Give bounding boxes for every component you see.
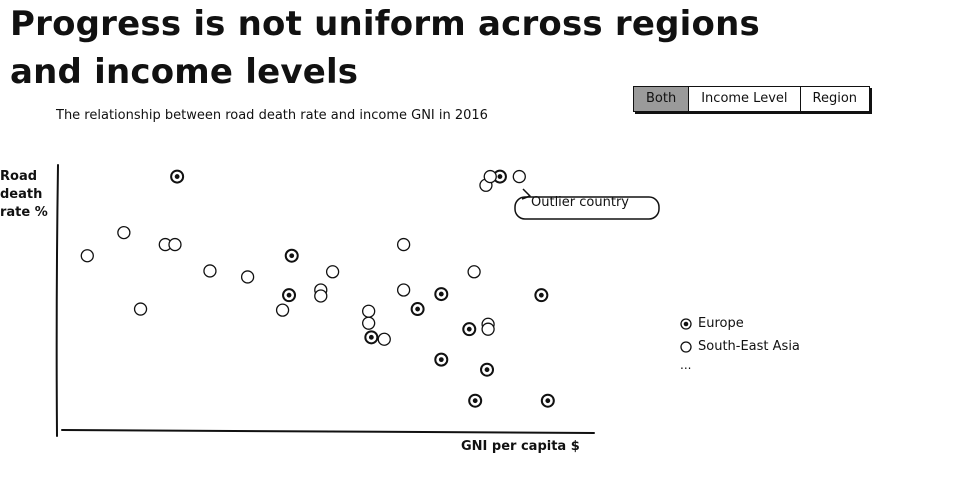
data-point-south-east-asia[interactable] [481, 322, 495, 336]
data-point-south-east-asia[interactable] [240, 270, 255, 284]
data-point-south-east-asia[interactable] [133, 302, 148, 316]
data-point-south-east-asia[interactable] [483, 169, 497, 184]
outlier-callout-bubble [514, 196, 660, 220]
data-point-south-east-asia[interactable] [314, 289, 328, 303]
toggle-region-button[interactable]: Region [800, 87, 870, 111]
data-point-europe[interactable] [282, 288, 297, 303]
data-point-europe[interactable] [434, 287, 449, 302]
data-point-south-east-asia[interactable] [203, 264, 217, 278]
data-point-europe[interactable] [480, 362, 495, 377]
toggle-both-button[interactable]: Both [634, 87, 690, 111]
data-point-europe[interactable] [284, 248, 299, 263]
legend-item-europe[interactable]: Europe [680, 312, 800, 335]
data-point-europe[interactable] [468, 393, 483, 408]
legend: Europe South-East Asia ... [680, 312, 800, 372]
data-point-europe[interactable] [540, 393, 555, 408]
outlier-callout-text: Outlier country [531, 195, 629, 210]
dotted-circle-icon [680, 317, 692, 330]
legend-more: ... [680, 358, 692, 372]
data-point-europe[interactable] [364, 330, 379, 345]
data-point-europe[interactable] [170, 169, 185, 184]
callout-pointer [521, 188, 531, 200]
data-point-europe[interactable] [410, 302, 425, 317]
data-point-south-east-asia[interactable] [512, 169, 526, 184]
x-axis-label: GNI per capita $ [461, 439, 580, 454]
headline: Progress is not uniform across regions a… [10, 4, 760, 92]
data-point-south-east-asia[interactable] [168, 237, 182, 252]
legend-item-south-east-asia[interactable]: South-East Asia [680, 335, 800, 358]
view-toggle: Both Income Level Region [633, 86, 871, 112]
data-point-south-east-asia[interactable] [396, 237, 411, 252]
data-point-south-east-asia[interactable] [117, 225, 131, 240]
legend-label: Europe [698, 316, 744, 331]
data-point-south-east-asia[interactable] [396, 283, 411, 297]
data-point-south-east-asia[interactable] [362, 316, 376, 330]
hollow-circle-icon [680, 340, 692, 353]
y-axis-label: Road death rate % [0, 169, 48, 220]
data-point-south-east-asia[interactable] [377, 332, 391, 346]
chart-title: The relationship between road death rate… [56, 108, 488, 123]
data-point-south-east-asia[interactable] [467, 265, 481, 279]
x-axis-line [61, 429, 595, 434]
data-point-europe[interactable] [534, 288, 549, 303]
data-point-south-east-asia[interactable] [275, 303, 290, 317]
data-point-south-east-asia[interactable] [325, 265, 340, 279]
y-axis-line [55, 164, 59, 437]
legend-label: South-East Asia [698, 339, 800, 354]
data-point-south-east-asia[interactable] [80, 249, 94, 263]
data-point-europe[interactable] [434, 352, 449, 367]
data-point-south-east-asia[interactable] [362, 304, 376, 318]
toggle-income-level-button[interactable]: Income Level [689, 87, 801, 111]
data-point-europe[interactable] [462, 322, 477, 337]
